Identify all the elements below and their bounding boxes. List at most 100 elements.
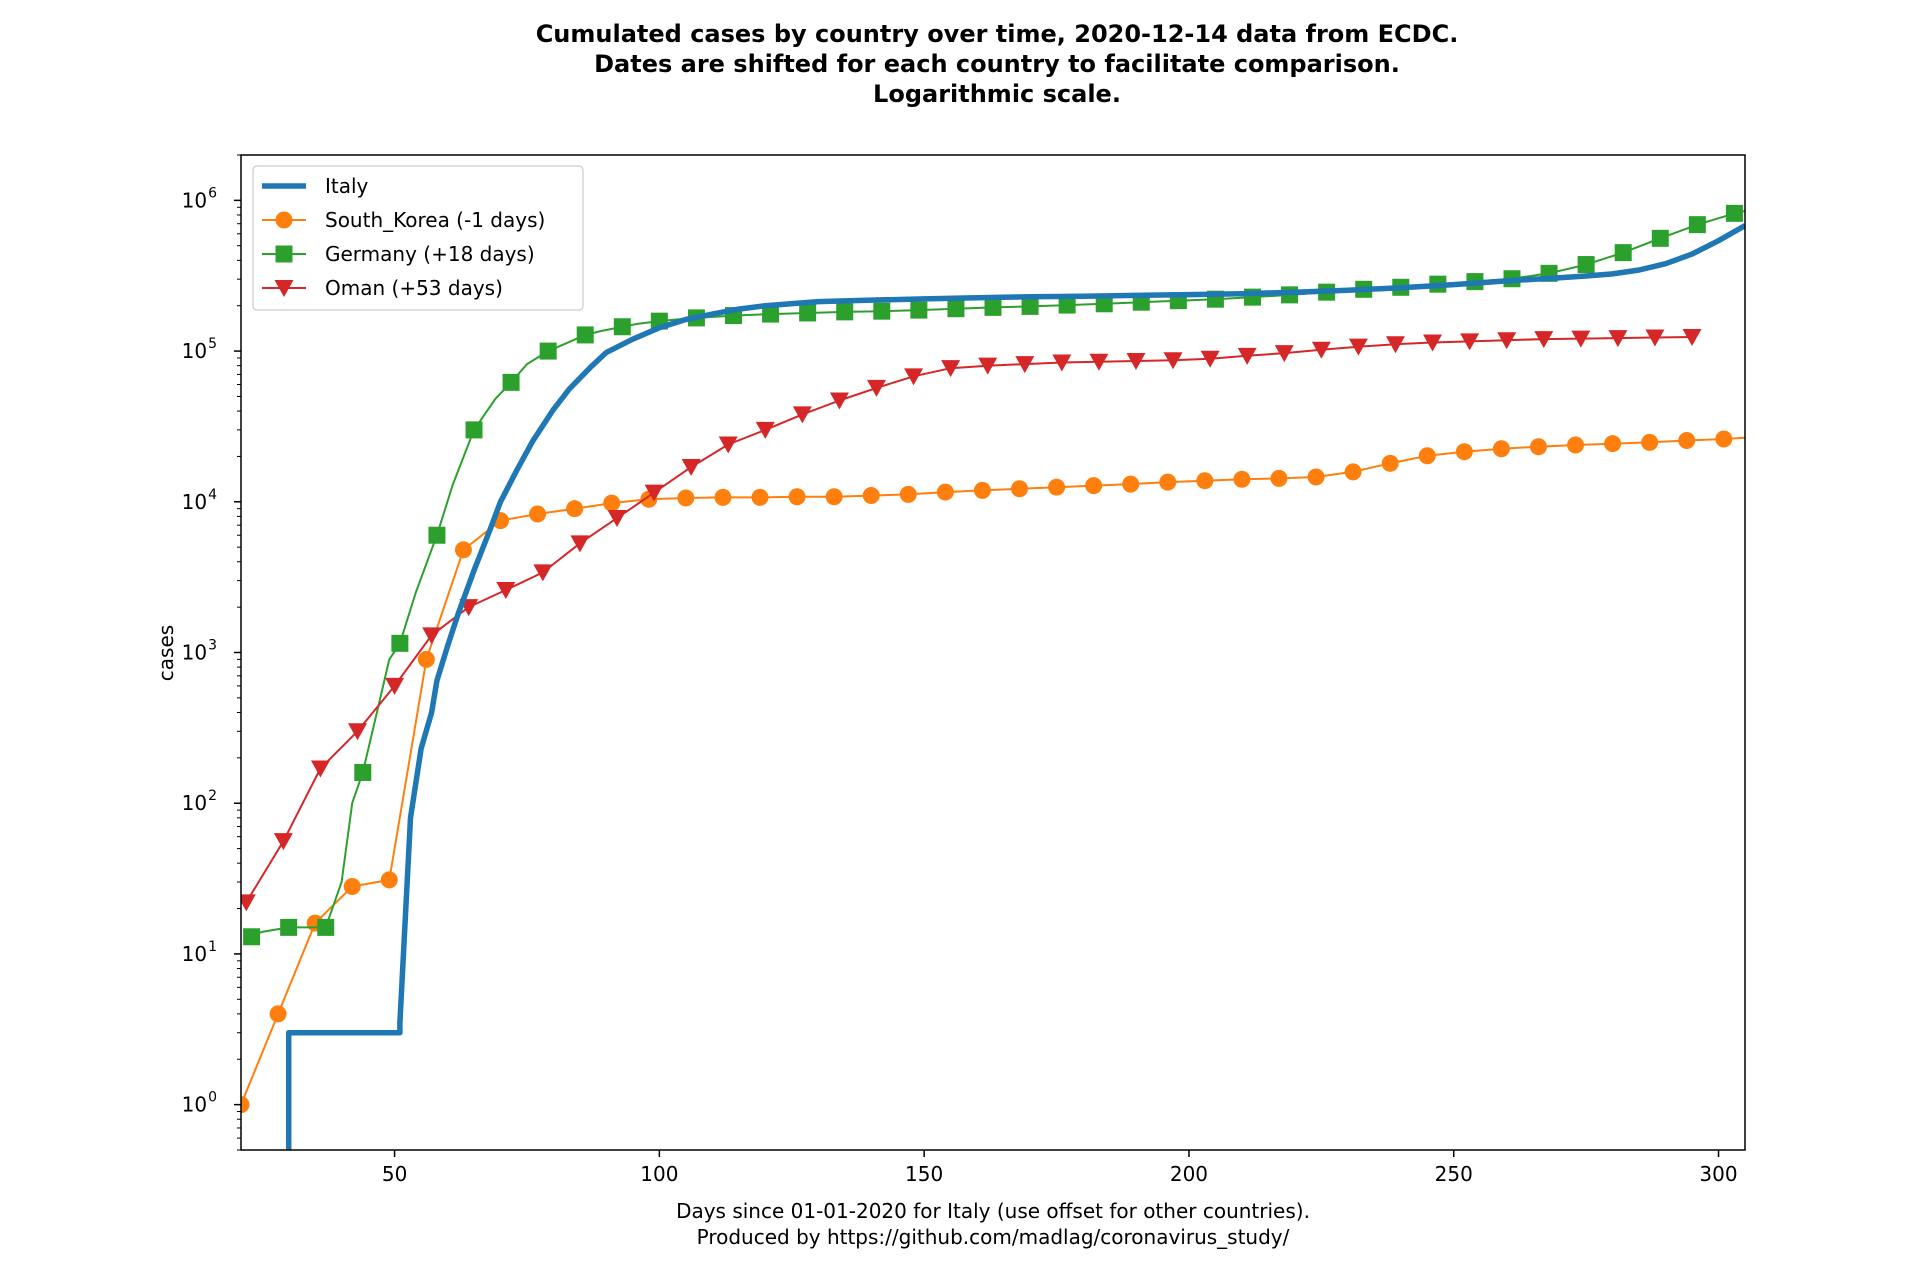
x-tick-label: 250 bbox=[1435, 1162, 1473, 1186]
data-point-south-korea bbox=[1085, 477, 1103, 495]
data-point-oman bbox=[755, 421, 775, 439]
x-tick-label: 200 bbox=[1170, 1162, 1208, 1186]
data-point-germany bbox=[799, 304, 817, 322]
data-point-germany bbox=[465, 421, 483, 439]
data-point-germany bbox=[910, 301, 928, 319]
data-point-germany bbox=[873, 302, 891, 320]
data-point-south-korea bbox=[1381, 454, 1399, 472]
data-point-oman bbox=[1348, 338, 1368, 356]
data-point-oman bbox=[241, 894, 256, 912]
data-point-south-korea bbox=[1122, 475, 1140, 493]
data-point-oman bbox=[1126, 352, 1146, 370]
legend-entry-germany: Germany (+18 days) bbox=[262, 242, 535, 266]
data-point-germany bbox=[1058, 296, 1076, 314]
data-point-south-korea bbox=[1567, 436, 1585, 454]
data-point-germany bbox=[947, 300, 965, 318]
x-axis: 50 100 150 200 250 300 bbox=[382, 1150, 1738, 1186]
data-point-oman bbox=[904, 368, 924, 386]
data-point-germany bbox=[1577, 256, 1595, 274]
legend-entry-oman: Oman (+53 days) bbox=[262, 276, 503, 300]
data-point-south-korea bbox=[1270, 469, 1288, 487]
data-point-south-korea bbox=[677, 489, 695, 507]
legend-label: Germany (+18 days) bbox=[325, 242, 535, 266]
data-point-oman bbox=[1311, 341, 1331, 359]
data-point-germany bbox=[539, 342, 557, 360]
data-point-oman bbox=[422, 627, 442, 645]
data-point-south-korea bbox=[714, 488, 732, 506]
data-point-south-korea bbox=[1455, 443, 1473, 461]
data-point-germany bbox=[280, 918, 298, 936]
data-point-oman bbox=[1682, 328, 1702, 346]
data-point-south-korea bbox=[454, 541, 472, 559]
legend-marker bbox=[274, 280, 294, 297]
chart-title-line-1: Cumulated cases by country over time, 20… bbox=[536, 20, 1459, 48]
data-point-oman bbox=[1200, 350, 1220, 368]
chart-title-line-3: Logarithmic scale. bbox=[873, 80, 1121, 108]
data-point-oman bbox=[644, 484, 664, 502]
data-point-oman bbox=[385, 677, 405, 695]
series-line-oman bbox=[245, 336, 1693, 903]
data-point-germany bbox=[836, 303, 854, 321]
data-point-oman bbox=[273, 833, 293, 851]
data-point-south-korea bbox=[899, 485, 917, 503]
y-tick-label: 102 bbox=[182, 788, 217, 815]
data-point-germany bbox=[1021, 297, 1039, 315]
data-point-south-korea bbox=[1307, 468, 1325, 486]
legend-label: Oman (+53 days) bbox=[325, 276, 503, 300]
legend: Italy South_Korea (-1 days) Germany (+18 d… bbox=[252, 165, 584, 311]
data-point-south-korea bbox=[751, 488, 769, 506]
data-point-oman bbox=[681, 459, 701, 477]
legend-label: South_Korea (-1 days) bbox=[325, 208, 545, 232]
legend-label: Italy bbox=[325, 174, 369, 198]
data-point-germany bbox=[1725, 204, 1743, 222]
data-point-oman bbox=[496, 581, 516, 599]
data-point-oman bbox=[1163, 352, 1183, 370]
data-point-oman bbox=[533, 564, 553, 582]
x-tick-label: 100 bbox=[640, 1162, 678, 1186]
data-point-oman bbox=[1534, 331, 1554, 349]
data-point-oman bbox=[1015, 356, 1035, 374]
data-point-germany bbox=[762, 305, 780, 323]
data-point-oman bbox=[941, 360, 961, 378]
data-point-oman bbox=[718, 436, 738, 454]
data-point-south-korea bbox=[1233, 470, 1251, 488]
data-point-germany bbox=[576, 326, 594, 344]
legend-entry-italy: Italy bbox=[262, 174, 369, 198]
data-point-oman bbox=[866, 379, 886, 397]
data-point-south-korea bbox=[1344, 463, 1362, 481]
data-point-germany bbox=[354, 763, 372, 781]
data-point-germany bbox=[317, 918, 335, 936]
legend-marker bbox=[275, 211, 293, 229]
data-point-oman bbox=[978, 357, 998, 375]
data-point-south-korea bbox=[973, 481, 991, 499]
chart-title-line-2: Dates are shifted for each country to fa… bbox=[594, 50, 1400, 78]
data-point-south-korea bbox=[241, 1096, 250, 1114]
x-tick-label: 150 bbox=[905, 1162, 943, 1186]
data-point-south-korea bbox=[380, 871, 398, 889]
plot-area bbox=[241, 204, 1745, 1150]
data-point-germany bbox=[984, 298, 1002, 316]
data-point-oman bbox=[1460, 333, 1480, 351]
chart-title: Cumulated cases by country over time, 20… bbox=[536, 20, 1459, 108]
data-point-oman bbox=[1497, 332, 1517, 350]
data-point-south-korea bbox=[936, 483, 954, 501]
data-point-south-korea bbox=[1159, 473, 1177, 491]
data-point-south-korea bbox=[825, 488, 843, 506]
legend-marker bbox=[275, 245, 293, 263]
data-point-south-korea bbox=[1641, 433, 1659, 451]
data-point-germany bbox=[1095, 295, 1113, 313]
data-point-south-korea bbox=[566, 500, 584, 518]
data-point-oman bbox=[829, 392, 849, 410]
data-point-germany bbox=[502, 373, 520, 391]
data-point-germany bbox=[243, 928, 261, 946]
y-axis-label: cases bbox=[154, 625, 178, 681]
data-point-oman bbox=[1385, 336, 1405, 354]
data-point-south-korea bbox=[417, 650, 435, 668]
data-point-oman bbox=[310, 760, 330, 778]
data-point-oman bbox=[348, 723, 368, 741]
data-point-oman bbox=[1052, 354, 1072, 372]
legend-box bbox=[252, 165, 584, 311]
x-tick-label: 50 bbox=[382, 1162, 407, 1186]
series-oman bbox=[241, 328, 1702, 912]
